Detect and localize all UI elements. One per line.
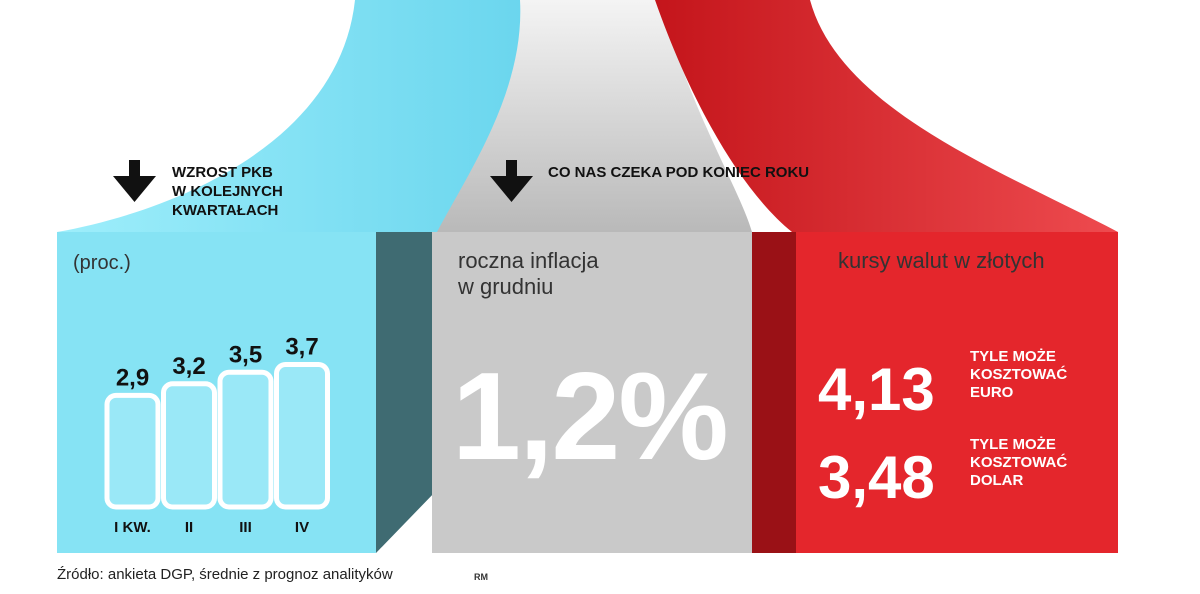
currency-label: kursy walut w złotych [838, 248, 1045, 273]
gdp-bar-value-label: 3,2 [172, 353, 205, 380]
gdp-heading-line: W KOLEJNYCH [172, 183, 283, 200]
forecast-heading: CO NAS CZEKA POD KONIEC ROKU [548, 164, 810, 181]
arrow-down-icon [113, 160, 156, 202]
gdp-heading-line: WZROST PKB [172, 164, 273, 181]
gdp-bar [217, 369, 274, 510]
gdp-ribbon [57, 0, 521, 232]
gdp-bar [161, 381, 217, 510]
inflation-panel-side [432, 232, 752, 553]
euro-caption-line: KOSZTOWAĆ [970, 366, 1068, 383]
inflation-value: 1,2% [452, 348, 729, 486]
gdp-heading: WZROST PKB W KOLEJNYCH KWARTAŁACH [172, 163, 283, 220]
gdp-panel-side [376, 232, 437, 553]
inflation-label-line: w grudniu [458, 274, 554, 299]
euro-rate-value: 4,13 [818, 356, 935, 423]
dollar-rate-caption: TYLE MOŻE KOSZTOWAĆ DOLAR [970, 436, 1067, 490]
euro-caption-line: TYLE MOŻE [970, 348, 1056, 365]
dollar-caption-line: DOLAR [970, 472, 1024, 489]
currency-panel [796, 232, 1118, 553]
arrow-down-icon [490, 160, 533, 202]
gdp-bar-value-label: 3,5 [229, 341, 262, 368]
gdp-heading-line: KWARTAŁACH [172, 202, 279, 219]
gdp-category-label: II [185, 519, 193, 536]
gdp-bar-value-label: 2,9 [116, 364, 149, 391]
euro-rate-caption: TYLE MOŻE KOSZTOWAĆ EURO [970, 348, 1067, 402]
gdp-bar [274, 362, 330, 510]
inflation-label-line: roczna inflacja [458, 248, 599, 273]
gdp-bar-value-label: 3,7 [285, 334, 318, 361]
dollar-rate-value: 3,48 [818, 444, 935, 511]
author-credit: RM [474, 572, 488, 582]
dollar-caption-line: TYLE MOŻE [970, 436, 1056, 453]
gdp-category-label: I KW. [114, 519, 151, 536]
inflation-label: roczna inflacja w grudniu [458, 248, 599, 300]
currency-ribbon [655, 0, 1118, 232]
gdp-unit-label: (proc.) [73, 252, 131, 274]
gdp-bar-chart: 2,9 I KW. 3,2 II 3,5 III 3,7 IV [104, 334, 330, 536]
gdp-category-label: IV [295, 519, 309, 536]
gdp-bar [104, 392, 161, 510]
source-note: Źródło: ankieta DGP, średnie z prognoz a… [57, 566, 393, 583]
gdp-category-label: III [239, 519, 252, 536]
euro-caption-line: EURO [970, 384, 1014, 401]
inflation-panel-shadow [752, 232, 796, 553]
dollar-caption-line: KOSZTOWAĆ [970, 454, 1068, 471]
